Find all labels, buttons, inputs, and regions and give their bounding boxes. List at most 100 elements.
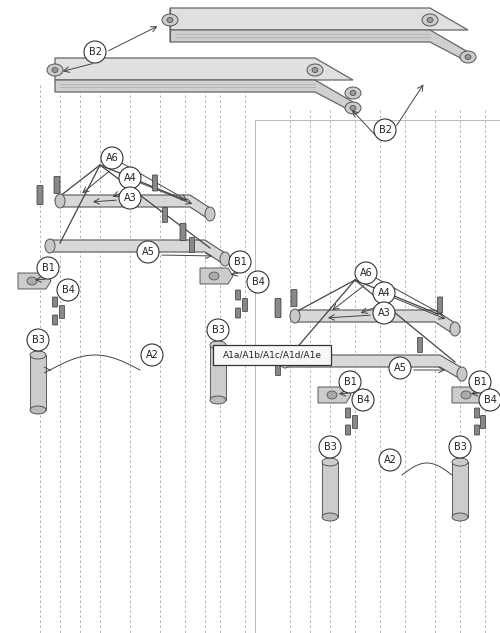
- FancyBboxPatch shape: [474, 425, 480, 435]
- Text: A4: A4: [124, 173, 136, 183]
- Circle shape: [379, 449, 401, 471]
- Text: B3: B3: [324, 442, 336, 452]
- FancyBboxPatch shape: [60, 306, 64, 318]
- FancyBboxPatch shape: [180, 223, 186, 241]
- Circle shape: [352, 389, 374, 411]
- Ellipse shape: [220, 252, 230, 266]
- Circle shape: [389, 357, 411, 379]
- Ellipse shape: [210, 341, 226, 349]
- Ellipse shape: [30, 406, 46, 414]
- FancyBboxPatch shape: [236, 308, 240, 318]
- FancyBboxPatch shape: [213, 345, 331, 365]
- Text: B4: B4: [62, 285, 74, 295]
- FancyBboxPatch shape: [438, 297, 442, 313]
- Circle shape: [207, 319, 229, 341]
- Circle shape: [374, 119, 396, 141]
- Text: B4: B4: [252, 277, 264, 287]
- FancyBboxPatch shape: [162, 208, 168, 223]
- FancyBboxPatch shape: [54, 177, 60, 194]
- Polygon shape: [30, 355, 46, 410]
- Circle shape: [449, 436, 471, 458]
- Ellipse shape: [290, 309, 300, 323]
- Text: B4: B4: [484, 395, 496, 405]
- Circle shape: [229, 251, 251, 273]
- Circle shape: [319, 436, 341, 458]
- Text: A5: A5: [142, 247, 154, 257]
- Ellipse shape: [427, 18, 433, 23]
- Text: A1a/A1b/A1c/A1d/A1e: A1a/A1b/A1c/A1d/A1e: [222, 351, 322, 360]
- Circle shape: [339, 371, 361, 393]
- Polygon shape: [210, 345, 226, 400]
- Ellipse shape: [450, 322, 460, 336]
- Circle shape: [355, 262, 377, 284]
- Circle shape: [141, 344, 163, 366]
- Polygon shape: [55, 80, 353, 112]
- Circle shape: [84, 41, 106, 63]
- Circle shape: [101, 147, 123, 169]
- FancyBboxPatch shape: [152, 175, 158, 191]
- Ellipse shape: [350, 106, 356, 111]
- Text: B3: B3: [32, 335, 44, 345]
- Polygon shape: [318, 387, 351, 403]
- FancyBboxPatch shape: [346, 425, 350, 435]
- Ellipse shape: [30, 351, 46, 359]
- FancyBboxPatch shape: [352, 415, 358, 429]
- FancyBboxPatch shape: [480, 415, 486, 429]
- Text: B1: B1: [234, 257, 246, 267]
- Ellipse shape: [162, 14, 178, 26]
- Ellipse shape: [55, 194, 65, 208]
- Polygon shape: [55, 58, 353, 80]
- FancyBboxPatch shape: [346, 408, 350, 418]
- Polygon shape: [170, 30, 468, 62]
- Polygon shape: [285, 355, 462, 380]
- Ellipse shape: [280, 354, 290, 368]
- Text: A4: A4: [378, 288, 390, 298]
- Ellipse shape: [460, 51, 476, 63]
- Circle shape: [469, 371, 491, 393]
- Circle shape: [137, 241, 159, 263]
- Polygon shape: [295, 310, 455, 335]
- Text: A6: A6: [360, 268, 372, 278]
- Ellipse shape: [327, 391, 337, 399]
- FancyBboxPatch shape: [276, 361, 280, 375]
- Text: B3: B3: [212, 325, 224, 335]
- Circle shape: [57, 279, 79, 301]
- Polygon shape: [452, 462, 468, 517]
- Text: A2: A2: [384, 455, 396, 465]
- Text: A3: A3: [378, 308, 390, 318]
- Ellipse shape: [422, 14, 438, 26]
- Text: B1: B1: [42, 263, 54, 273]
- Text: A3: A3: [124, 193, 136, 203]
- Ellipse shape: [307, 64, 323, 76]
- Ellipse shape: [322, 513, 338, 521]
- Ellipse shape: [345, 102, 361, 114]
- Text: B2: B2: [378, 125, 392, 135]
- Ellipse shape: [209, 272, 219, 280]
- FancyBboxPatch shape: [291, 289, 297, 306]
- Text: A2: A2: [146, 350, 158, 360]
- Ellipse shape: [452, 458, 468, 466]
- Polygon shape: [50, 240, 225, 265]
- Ellipse shape: [465, 54, 471, 60]
- Polygon shape: [170, 8, 468, 30]
- Circle shape: [119, 187, 141, 209]
- Text: B4: B4: [356, 395, 370, 405]
- Ellipse shape: [457, 367, 467, 381]
- Ellipse shape: [167, 18, 173, 23]
- FancyBboxPatch shape: [37, 185, 43, 204]
- FancyBboxPatch shape: [52, 297, 58, 307]
- Ellipse shape: [47, 64, 63, 76]
- Ellipse shape: [205, 207, 215, 221]
- Circle shape: [27, 329, 49, 351]
- Polygon shape: [60, 195, 210, 220]
- Circle shape: [479, 389, 500, 411]
- FancyBboxPatch shape: [242, 299, 248, 311]
- Text: B1: B1: [344, 377, 356, 387]
- Circle shape: [37, 257, 59, 279]
- Circle shape: [119, 167, 141, 189]
- FancyBboxPatch shape: [474, 408, 480, 418]
- Circle shape: [247, 271, 269, 293]
- FancyBboxPatch shape: [52, 315, 58, 325]
- Ellipse shape: [322, 458, 338, 466]
- Polygon shape: [200, 268, 233, 284]
